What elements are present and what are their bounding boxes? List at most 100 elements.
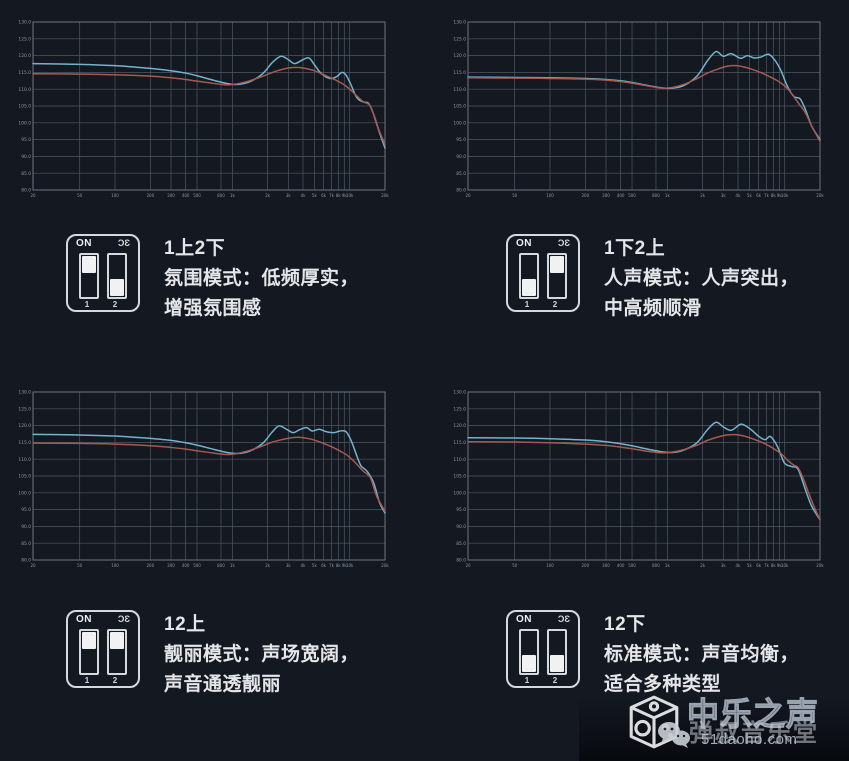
svg-text:110.0: 110.0 [18,457,31,463]
dip-slot-2 [107,253,127,299]
svg-text:7k: 7k [329,193,335,198]
mode-desc-line2: 中高频顺滑 [604,298,702,319]
svg-text:10k: 10k [781,193,789,198]
svg-text:130.0: 130.0 [453,20,466,26]
svg-text:130.0: 130.0 [18,20,31,26]
svg-text:1k: 1k [230,563,236,568]
svg-text:6k: 6k [321,563,327,568]
svg-text:7k: 7k [764,193,770,198]
mode-desc-line1: 人声模式：人声突出， [604,268,800,289]
dip-switch-icon: ON ƆƐ 1 2 [506,234,580,312]
dip-slot-2 [547,629,567,675]
svg-text:100.0: 100.0 [453,490,466,496]
mode-description: 12下 标准模式：声音均衡， 适合多种类型 [604,610,799,700]
svg-text:5k: 5k [312,563,318,568]
mode-desc-line2: 声音通透靓丽 [164,674,282,695]
mode-block-vocal: ON ƆƐ 1 2 1下2上 人声模式：人声突出， 中高频顺滑 [506,234,799,324]
svg-text:300: 300 [602,193,610,198]
svg-text:90.0: 90.0 [456,154,466,160]
svg-text:110.0: 110.0 [453,87,466,93]
svg-text:500: 500 [628,193,636,198]
svg-text:125.0: 125.0 [18,406,31,412]
dip-switch-icon: ON ƆƐ 1 2 [66,234,140,312]
mode-title: 1下2上 [604,238,666,259]
svg-text:20k: 20k [381,563,389,568]
svg-text:500: 500 [193,193,201,198]
mode-block-ambience: ON ƆƐ 1 2 1上2下 氛围模式：低频厚实， 增强氛围感 [66,234,359,324]
frequency-response-chart-standard: 80.0 85.0 90.0 95.0 100.0 105.0 110.0 115.0 120.… [453,390,824,568]
svg-text:2k: 2k [700,563,706,568]
svg-text:400: 400 [182,193,190,198]
svg-text:100: 100 [111,193,119,198]
mode-desc-line2: 增强氛围感 [164,298,262,319]
frequency-response-chart-ambience: 80.0 85.0 90.0 95.0 100.0 105.0 110.0 115.0 120.… [18,20,389,198]
mode-title: 1上2下 [164,238,226,259]
dip-marking: ƆƐ [117,238,130,248]
svg-text:10k: 10k [346,563,354,568]
dip-on-label: ON [516,614,532,625]
svg-text:4k: 4k [736,193,742,198]
dip-knob-2 [110,279,124,296]
svg-text:20: 20 [30,563,36,568]
svg-text:6k: 6k [321,193,327,198]
svg-text:2k: 2k [265,193,271,198]
svg-text:300: 300 [167,563,175,568]
dip-slot-2 [107,629,127,675]
svg-text:200: 200 [582,193,590,198]
svg-text:800: 800 [652,193,660,198]
dip-slot-1-label: 1 [84,300,90,309]
svg-text:400: 400 [617,193,625,198]
svg-text:80.0: 80.0 [21,558,31,564]
svg-text:120.0: 120.0 [453,53,466,59]
svg-text:20k: 20k [816,193,824,198]
dip-slot-1 [79,629,99,675]
svg-text:800: 800 [652,563,660,568]
mode-desc-line1: 标准模式：声音均衡， [604,644,800,665]
svg-text:4k: 4k [736,563,742,568]
svg-text:9k: 9k [777,193,783,198]
dip-slot-2-label: 2 [552,676,558,685]
svg-text:90.0: 90.0 [21,524,31,530]
svg-text:3k: 3k [721,563,727,568]
svg-text:90.0: 90.0 [456,524,466,530]
dip-switch-header: ON ƆƐ [68,614,138,625]
mode-description: 12上 靓丽模式：声场宽阔， 声音通透靓丽 [164,610,359,700]
svg-text:5k: 5k [747,193,753,198]
svg-text:9k: 9k [777,563,783,568]
dip-slot-1 [79,253,99,299]
dip-on-label: ON [76,614,92,625]
svg-text:4k: 4k [301,563,307,568]
svg-text:105.0: 105.0 [453,104,466,110]
svg-text:80.0: 80.0 [21,188,31,194]
watermark-backdrop [579,695,849,761]
frequency-response-chart-vocal: 80.0 85.0 90.0 95.0 100.0 105.0 110.0 115.0 120.… [453,20,824,198]
mode-desc-line1: 靓丽模式：声场宽阔， [164,644,360,665]
dip-slot-2-label: 2 [112,676,118,685]
svg-text:110.0: 110.0 [18,87,31,93]
dip-slot-1-label: 1 [524,676,530,685]
dip-switch-header: ON ƆƐ [508,614,578,625]
svg-text:50: 50 [512,563,518,568]
dip-knob-1 [82,256,96,273]
watermark-url-text: 51daoho.com [701,731,798,748]
svg-text:7k: 7k [764,563,770,568]
svg-text:20: 20 [465,193,471,198]
svg-text:115.0: 115.0 [453,440,466,446]
dip-slot-2 [547,253,567,299]
svg-text:80.0: 80.0 [456,558,466,564]
svg-text:200: 200 [582,563,590,568]
svg-text:20k: 20k [816,563,824,568]
svg-text:95.0: 95.0 [456,137,466,143]
watermark: 中乐之声 弹叔音乐堂 51daoho.com [617,685,847,761]
dip-knob-2 [550,655,564,672]
svg-text:8k: 8k [771,563,777,568]
mode-block-standard: ON ƆƐ 1 2 12下 标准模式：声音均衡， 适合多种类型 [506,610,799,700]
dip-knob-1 [82,632,96,649]
svg-text:125.0: 125.0 [453,36,466,42]
svg-text:130.0: 130.0 [453,390,466,396]
svg-text:20: 20 [30,193,36,198]
svg-text:300: 300 [602,563,610,568]
svg-text:80.0: 80.0 [456,188,466,194]
svg-text:4k: 4k [301,193,307,198]
svg-text:200: 200 [147,563,155,568]
